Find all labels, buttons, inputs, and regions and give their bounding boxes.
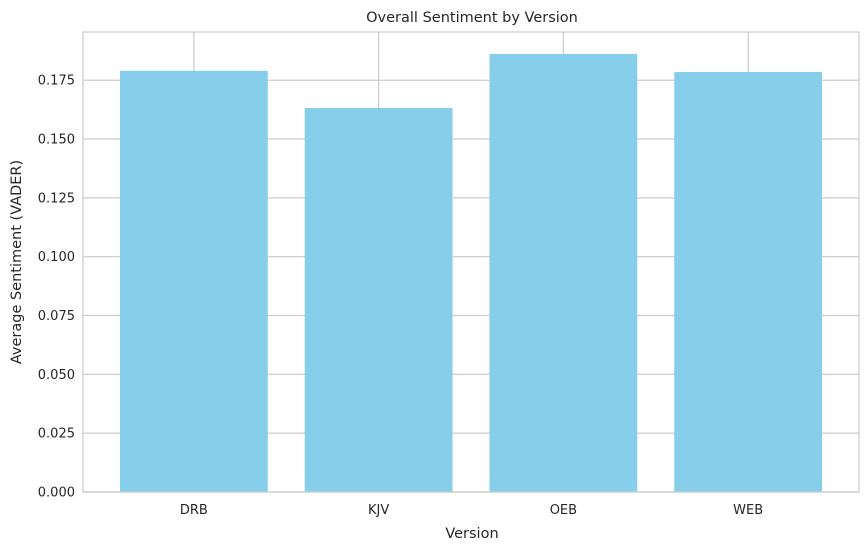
y-tick-label: 0.025 <box>38 427 75 442</box>
axes-frame <box>82 31 860 493</box>
chart-title: Overall Sentiment by Version <box>366 10 578 26</box>
bar-web <box>674 72 823 492</box>
bar-oeb <box>489 53 638 492</box>
y-tick-label: 0.050 <box>38 368 75 383</box>
bar-kjv <box>304 108 453 492</box>
y-tick-labels: 0.000 0.025 0.050 0.075 0.100 0.125 0.150 0.175 <box>38 74 75 501</box>
bars <box>119 53 823 492</box>
y-tick-label: 0.125 <box>38 191 75 206</box>
y-tick-label: 0.075 <box>38 309 75 324</box>
x-axis-label: Version <box>445 526 498 542</box>
y-tick-label: 0.100 <box>38 250 75 265</box>
y-tick-label: 0.150 <box>38 133 75 148</box>
y-tick-label: 0.000 <box>38 486 75 501</box>
bar-drb <box>119 70 268 492</box>
x-tick-labels: DRB KJV OEB WEB <box>180 503 763 518</box>
x-tick-label: DRB <box>180 503 208 518</box>
y-tick-label: 0.175 <box>38 74 75 89</box>
x-tick-label: OEB <box>550 503 577 518</box>
x-tick-label: WEB <box>733 503 763 518</box>
x-tick-label: KJV <box>368 503 389 518</box>
y-axis-label: Average Sentiment (VADER) <box>9 160 25 364</box>
